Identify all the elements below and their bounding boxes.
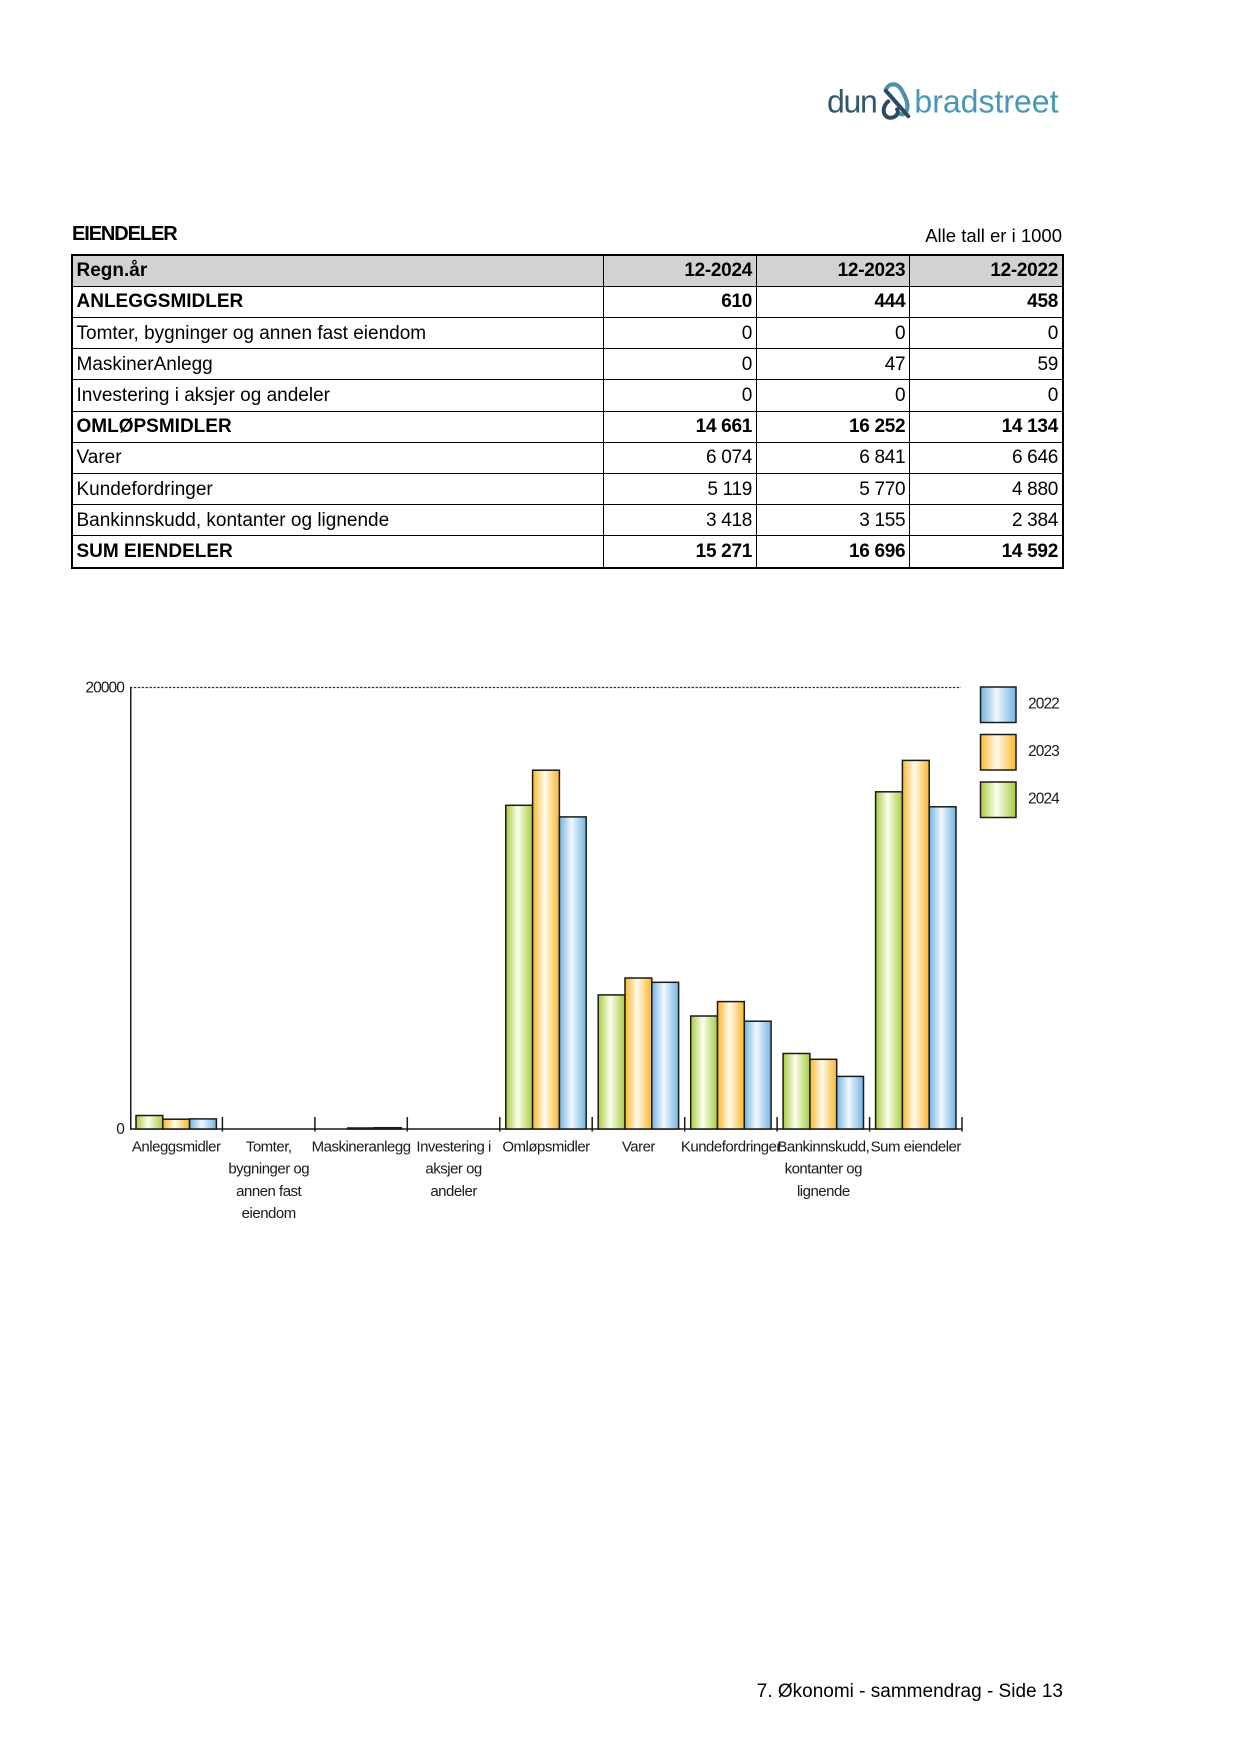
svg-text:Anleggsmidler: Anleggsmidler xyxy=(132,1139,221,1156)
svg-text:aksjer og: aksjer og xyxy=(425,1161,482,1178)
svg-text:Tomter,: Tomter, xyxy=(246,1139,292,1156)
svg-text:2022: 2022 xyxy=(1028,696,1059,713)
svg-text:lignende: lignende xyxy=(797,1183,850,1200)
svg-text:Varer: Varer xyxy=(622,1139,656,1156)
svg-text:Investering i: Investering i xyxy=(416,1139,491,1156)
svg-text:andeler: andeler xyxy=(430,1183,477,1200)
svg-text:Sum eiendeler: Sum eiendeler xyxy=(871,1139,962,1156)
svg-text:dun: dun xyxy=(827,84,877,120)
svg-text:0: 0 xyxy=(116,1121,125,1138)
svg-text:Maskineranlegg: Maskineranlegg xyxy=(312,1139,411,1156)
svg-text:Omløpsmidler: Omløpsmidler xyxy=(502,1139,590,1156)
svg-text:2023: 2023 xyxy=(1028,743,1059,760)
svg-text:bygninger og: bygninger og xyxy=(228,1161,309,1178)
svg-text:Kundefordringer: Kundefordringer xyxy=(681,1139,782,1156)
svg-text:eiendom: eiendom xyxy=(242,1205,296,1222)
svg-text:bradstreet: bradstreet xyxy=(914,84,1058,120)
svg-text:Bankinnskudd,: Bankinnskudd, xyxy=(777,1139,869,1156)
svg-text:kontanter og: kontanter og xyxy=(785,1161,863,1178)
svg-text:20000: 20000 xyxy=(85,679,125,696)
svg-text:annen fast: annen fast xyxy=(236,1183,302,1200)
svg-text:2024: 2024 xyxy=(1028,791,1060,808)
